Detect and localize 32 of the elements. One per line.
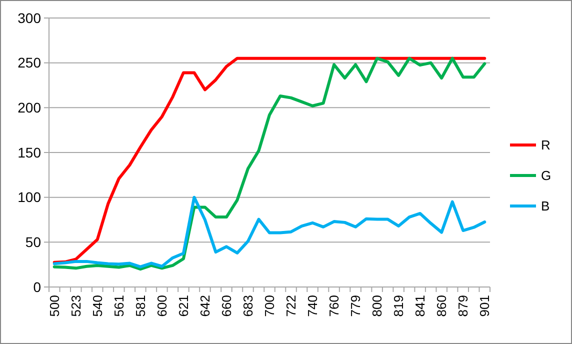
legend-label: G <box>541 168 552 184</box>
x-tick-label: 760 <box>326 295 342 317</box>
y-tick-label: 250 <box>18 54 42 71</box>
x-tick-label: 901 <box>477 295 492 317</box>
x-tick-label: 722 <box>284 295 299 317</box>
x-tick-label: 600 <box>154 295 170 317</box>
x-tick-label: 660 <box>219 295 234 317</box>
x-tick-label: 621 <box>176 295 191 317</box>
x-tick-label: 779 <box>348 295 364 317</box>
y-tick-label: 50 <box>25 234 42 250</box>
x-tick-label: 581 <box>132 295 148 317</box>
y-tick-label: 100 <box>18 189 42 206</box>
x-tick-label: 879 <box>456 295 471 317</box>
x-tick-label: 642 <box>198 295 213 317</box>
x-tick-label: 841 <box>412 295 428 317</box>
y-tick-label: 150 <box>18 144 42 160</box>
x-tick-label: 740 <box>305 295 320 317</box>
line-series <box>52 196 486 268</box>
legend-label: R <box>541 138 550 153</box>
x-tick-label: 523 <box>68 295 84 317</box>
x-tick-label: 800 <box>370 295 385 317</box>
y-tick-label: 200 <box>18 100 42 116</box>
x-tick-label: 500 <box>46 295 62 317</box>
x-tick-label: 860 <box>434 295 450 317</box>
x-tick-label: 540 <box>90 295 105 317</box>
y-tick-label: 0 <box>33 278 42 295</box>
x-tick-label: 819 <box>391 295 406 317</box>
y-tick-label: 300 <box>18 10 42 26</box>
legend-label: B <box>541 198 550 214</box>
x-tick-label: 561 <box>111 295 126 317</box>
x-tick-label: 683 <box>240 295 256 317</box>
x-tick-label: 700 <box>262 295 278 317</box>
